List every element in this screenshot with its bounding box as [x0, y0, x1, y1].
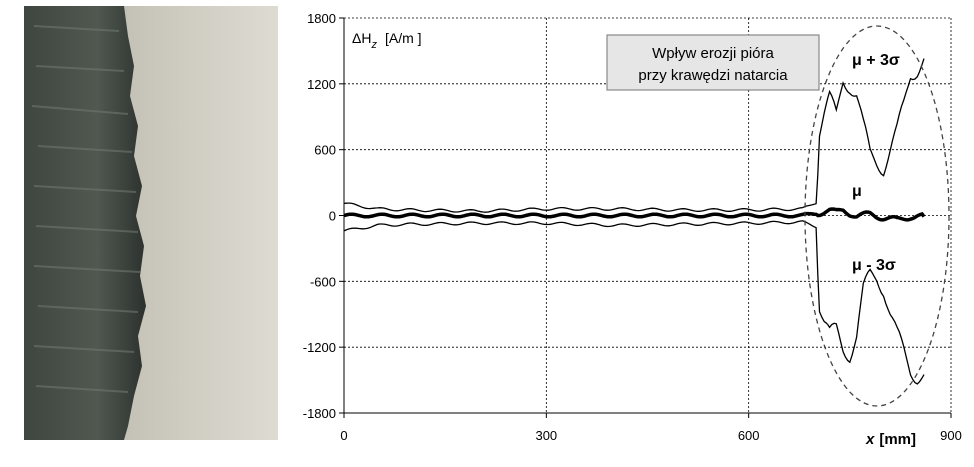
label-mean: μ	[852, 183, 862, 200]
ylabel-unit: [A/m ]	[385, 30, 422, 46]
x-tick-label: 0	[340, 428, 347, 443]
blade-edge-photo	[24, 6, 278, 440]
eroded-blade	[24, 6, 146, 440]
annotation-box: Wpływ erozji pióra przy krawędzi natarci…	[606, 34, 820, 91]
annotation-line-2: przy krawędzi natarcia	[638, 67, 788, 84]
annotation-line-1: Wpływ erozji pióra	[652, 45, 774, 62]
series-line-lower	[343, 220, 925, 385]
y-axis-label: ΔHz [A/m ]	[352, 30, 422, 51]
xlabel-main: x	[865, 431, 875, 448]
x-tick-label: 300	[535, 428, 557, 443]
series	[343, 58, 926, 385]
y-tick-label: -600	[310, 274, 336, 289]
erosion-ellipse	[804, 25, 950, 407]
svg-text:x[mm]: x [mm]	[865, 431, 916, 448]
y-tick-label: 1800	[307, 11, 336, 26]
y-tick-label: 600	[314, 143, 336, 158]
xlabel-unit: [mm]	[879, 431, 916, 448]
y-tick-label: 0	[329, 209, 336, 224]
ylabel-main: ΔH	[352, 30, 371, 46]
y-tick-label: -1200	[303, 340, 336, 355]
y-tick-label: 1200	[307, 77, 336, 92]
y-tick-label: -1800	[303, 406, 336, 421]
series-line-mean	[343, 207, 926, 222]
x-tick-label: 600	[738, 428, 760, 443]
label-upper: μ + 3σ	[852, 52, 900, 69]
x-axis-label: x [mm]	[865, 431, 916, 448]
label-lower: μ - 3σ	[852, 257, 896, 274]
x-tick-label: 900	[940, 428, 962, 443]
svg-text:ΔHz[A/m ]: ΔHz [A/m ]	[352, 30, 422, 51]
ylabel-sub: z	[370, 39, 377, 51]
tick-labels: 1800 1200 600 0 -600 -1200 -1800 0 300 600 900	[303, 11, 962, 443]
series-line-upper	[343, 58, 925, 213]
